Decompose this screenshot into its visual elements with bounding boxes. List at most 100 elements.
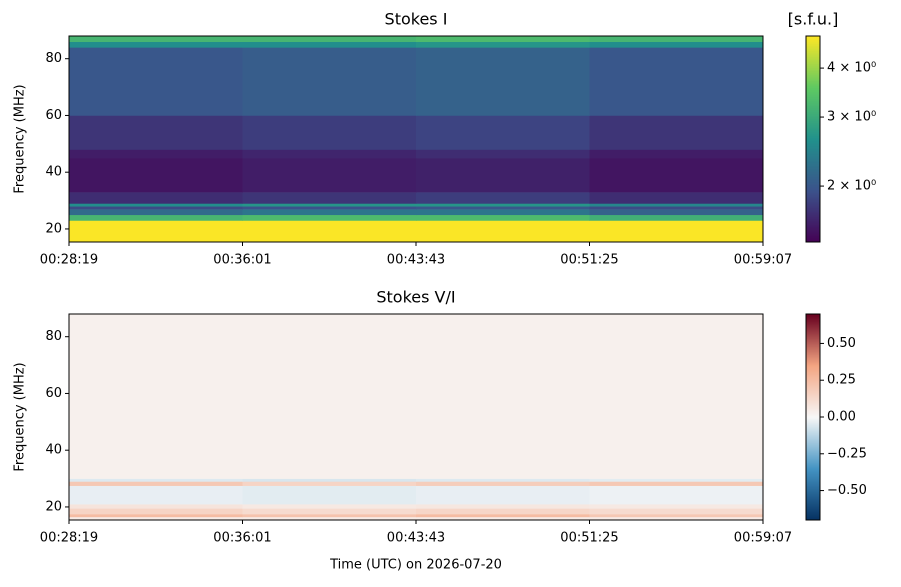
colorbar-gradient [806,202,820,204]
colorbar-gradient [806,336,820,338]
colorbar-gradient [806,43,820,45]
colorbar-gradient [806,119,820,121]
colorbar-gradient [806,472,820,474]
colorbar-gradient [806,483,820,485]
colorbar-gradient [806,369,820,371]
colorbar-gradient [806,217,820,219]
colorbar-gradient [806,353,820,355]
colorbar-gradient [806,160,820,162]
colorbar-gradient [806,350,820,352]
colorbar-gradient [806,474,820,476]
colorbar-gradient [806,464,820,466]
colorbar-gradient [806,430,820,432]
colorbar-gradient [806,484,820,486]
heatmap-cell [416,47,590,116]
colorbar-gradient [806,314,820,316]
heatmap-cell [242,158,417,193]
colorbar-gradient [806,66,820,68]
heatmap-cell [69,220,243,241]
colorbar-gradient [806,453,820,455]
colorbar-gradient [806,121,820,123]
colorbar-gradient [806,229,820,231]
colorbar-gradient [806,172,820,174]
colorbar-gradient [806,347,820,349]
colorbar-gradient [806,131,820,133]
colorbar-gradient [806,179,820,181]
colorbar-gradient [806,343,820,345]
colorbar-gradient [806,428,820,430]
colorbar-gradient [806,501,820,503]
colorbar-gradient [806,237,820,239]
colorbar-gradient [806,77,820,79]
colorbar-gradient [806,398,820,400]
heatmap-cell [416,481,590,486]
colorbar-gradient [806,346,820,348]
colorbar-gradient [806,489,820,491]
colorbar-gradient [806,399,820,401]
colorbar-gradient [806,391,820,393]
colorbar-gradient [806,125,820,127]
heatmap-cell [69,149,243,159]
colorbar-gradient [806,50,820,52]
heatmap-cell [69,41,243,48]
heatmap-cell [589,115,764,150]
y-axis-label: Frequency (MHz) [13,84,28,193]
colorbar-gradient [806,469,820,471]
colorbar-gradient [806,414,820,416]
colorbar-gradient [806,320,820,322]
colorbar-gradient [806,71,820,73]
colorbar-gradient [806,409,820,411]
colorbar-gradient [806,70,820,72]
colorbar-gradient [806,447,820,449]
colorbar-gradient [806,495,820,497]
colorbar-gradient [806,97,820,99]
colorbar-gradient [806,100,820,102]
colorbar-gradient [806,419,820,421]
colorbar-gradient [806,335,820,337]
colorbar-gradient [806,406,820,408]
heatmap-cell [242,508,417,515]
colorbar-gradient [806,209,820,211]
colorbar-gradient [806,144,820,146]
colorbar-gradient [806,192,820,194]
colorbar-gradient [806,44,820,46]
colorbar-tick-label: 0.50 [827,336,856,351]
heatmap-cell [589,203,764,207]
colorbar-gradient [806,448,820,450]
colorbar-gradient [806,395,820,397]
colorbar-gradient [806,330,820,332]
colorbar-gradient [806,196,820,198]
colorbar-gradient [806,87,820,89]
colorbar-gradient [806,341,820,343]
colorbar-gradient [806,376,820,378]
colorbar-gradient [806,396,820,398]
colorbar-gradient [806,435,820,437]
heatmap-cell [242,314,417,479]
colorbar-gradient [806,478,820,480]
y-tick-label: 80 [45,329,62,344]
colorbar-gradient [806,63,820,65]
colorbar-gradient [806,331,820,333]
colorbar-gradient [806,157,820,159]
heatmap-cell [416,516,590,521]
colorbar-gradient [806,381,820,383]
colorbar-gradient [806,200,820,202]
colorbar-tick-label: 2 × 10⁰ [827,179,876,194]
colorbar-gradient [806,152,820,154]
colorbar-gradient [806,206,820,208]
colorbar-gradient [806,392,820,394]
heatmap-cell [69,485,243,505]
colorbar-gradient [806,500,820,502]
colorbar-gradient [806,216,820,218]
colorbar-gradient [806,362,820,364]
colorbar-gradient [806,410,820,412]
colorbar-gradient [806,325,820,327]
colorbar-gradient [806,76,820,78]
colorbar-gradient [806,212,820,214]
heatmap-cell [416,220,590,241]
colorbar-gradient [806,357,820,359]
x-tick-label: 00:51:25 [560,253,618,268]
heatmap-cell [416,36,590,42]
colorbar-gradient [806,46,820,48]
colorbar-gradient [806,57,820,59]
